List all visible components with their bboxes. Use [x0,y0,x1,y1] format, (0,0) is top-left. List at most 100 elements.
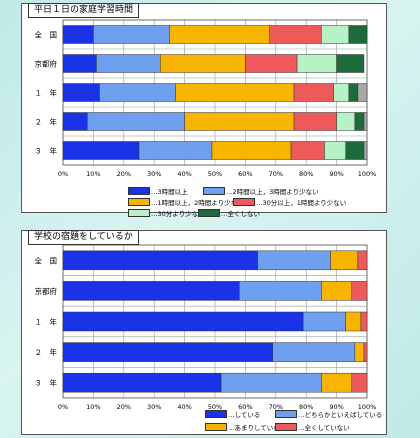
legend-label: …2時間以上，3時間より少ない [226,188,319,196]
bar-segment [169,25,270,44]
legend-item: …30分以上，1時間より少ない [233,197,346,207]
legend-label: …3時間以上 [151,188,188,196]
legend-swatch [275,423,297,431]
bar-segment [321,281,353,301]
legend-swatch [128,198,150,206]
bar-segment [321,25,350,44]
x-tick-label: 90% [329,403,343,411]
bar-segment [220,372,322,393]
legend-item: …している [205,409,260,419]
legend-item: …1時間以上，2時間より少ない [128,197,244,207]
chart-panel-study-time: 全 国京都府 １ 年 ２ 年 ３ 年 0% 10% 20% 30% 40% 50% 60% 70% 80… [21,3,387,218]
bar-segment [354,112,365,131]
bar-segment [160,54,246,73]
legend-label: …している [228,411,261,419]
bar-segment [62,25,94,44]
legend-item: …どちらかといえばしている [275,409,382,419]
bar-segment [62,342,274,362]
legend-swatch [203,187,225,195]
x-tick-label: 10% [86,403,100,411]
x-tick-label: 20% [117,403,131,411]
bar-segment [272,342,356,362]
category-label: ３ 年 [35,378,58,388]
bar-segment [62,372,222,393]
bar-segment [245,54,298,73]
bar-segment [62,311,304,332]
bar-segment [175,83,295,102]
x-tick-label: 40% [177,403,191,411]
bar-segment [62,281,240,301]
legend-label: …全くしていない [298,424,350,432]
x-tick-label: 40% [177,170,191,178]
category-label: ２ 年 [35,347,58,357]
x-tick-label: 30% [147,170,161,178]
x-tick-label: 10% [86,170,100,178]
x-tick-label: 70% [269,403,283,411]
bar-segment [351,281,368,301]
x-tick-label: 60% [238,170,252,178]
bar-segment [345,141,365,160]
legend-item: …2時間以上，3時間より少ない [203,186,319,196]
legend-item: …30分より少ない [128,208,205,218]
chart-title-homework: 学校の宿題をしているか [28,230,139,245]
legend-item: …全くしない [198,208,260,218]
bar-segment [99,83,176,102]
category-label: 全 国 [35,30,58,40]
bar-segment [330,250,359,271]
legend-label: …30分以上，1時間より少ない [256,199,347,207]
legend-swatch [233,198,255,206]
legend-swatch [128,187,150,195]
bar-segment [363,141,368,160]
legend-label: …1時間以上，2時間より少ない [151,199,244,207]
bar-segment [290,141,325,160]
bar-segment [257,250,331,271]
bar-segment [211,141,292,160]
bar-segment [348,25,368,44]
bar-segment [363,112,368,131]
bar-segment [363,342,368,362]
bar-segment [360,311,368,332]
legend-item: …3時間以上 [128,186,188,196]
category-label: １ 年 [35,317,58,327]
legend-swatch [128,209,150,217]
x-tick-label: 100% [358,403,377,411]
bar-segment [296,54,337,73]
legend-item: …あまりしていない [205,422,286,432]
bar-segment [62,54,97,73]
bar-segment [345,311,362,332]
legend-label: …30分より少ない [151,210,205,218]
x-tick-label: 50% [208,170,222,178]
bar-segment [62,141,140,160]
bar-segment [62,112,88,131]
x-tick-label: 80% [299,170,313,178]
bar-segment [348,83,359,102]
bar-segment [321,372,353,393]
legend-label: …あまりしていない [228,424,287,432]
bar-segment [336,54,365,73]
x-tick-label: 80% [299,403,313,411]
legend-label: …どちらかといえばしている [298,411,383,419]
category-label: ２ 年 [35,117,58,127]
bar-segment [302,311,346,332]
chart-title-study-time: 平日１日の家庭学習時間 [28,3,140,18]
category-label: 全 国 [35,255,58,265]
category-label: 京都府 [35,286,58,296]
x-tick-label: 70% [269,170,283,178]
category-label: １ 年 [35,88,58,98]
legend-swatch [198,209,220,217]
x-tick-label: 90% [329,170,343,178]
bar-segment [333,83,350,102]
bar-segment [269,25,322,44]
x-tick-label: 30% [147,403,161,411]
x-tick-label: 50% [208,403,222,411]
bar-segment [324,141,346,160]
bar-segment [357,83,368,102]
bar-segment [184,112,295,131]
bar-segment [336,112,356,131]
bar-segment [96,54,161,73]
legend-label: …全くしない [221,210,260,218]
legend-swatch [205,423,227,431]
legend-swatch [205,410,227,418]
